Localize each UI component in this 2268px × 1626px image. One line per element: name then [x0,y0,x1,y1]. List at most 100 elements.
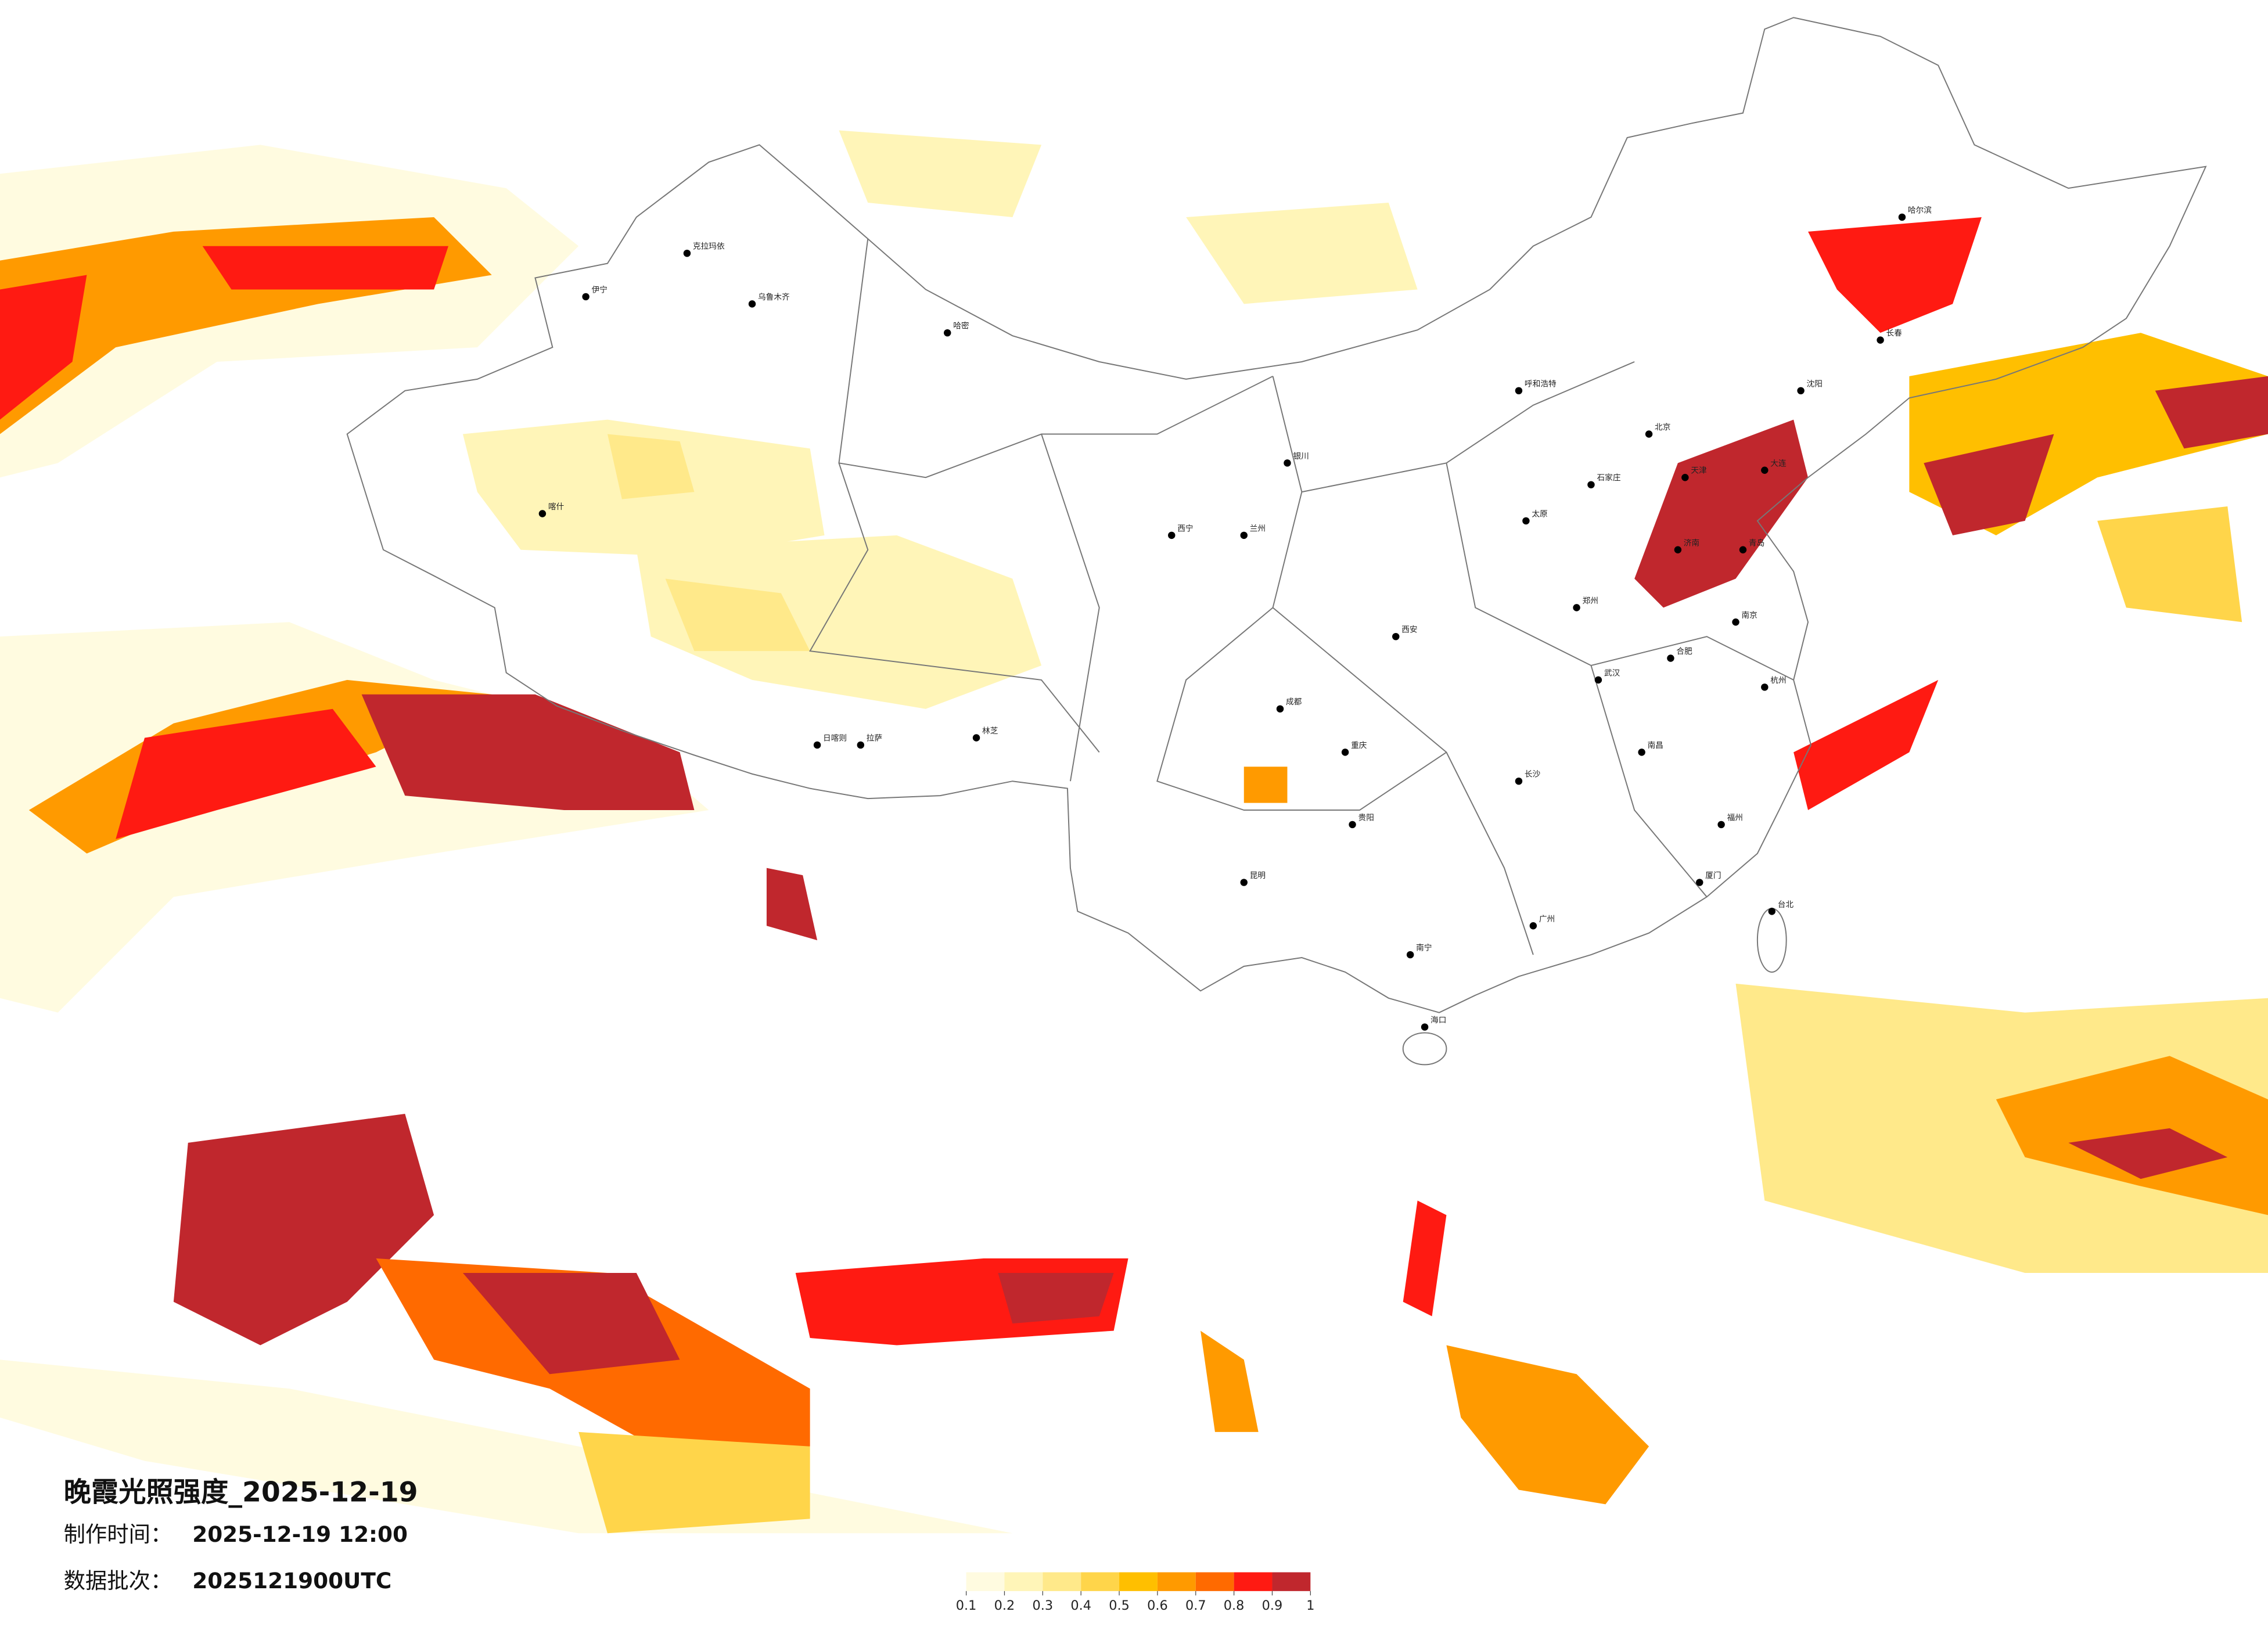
city-dot [1696,879,1703,886]
intensity-patch [839,130,1042,217]
hainan [1402,1032,1447,1066]
city-dot [1674,546,1682,553]
intensity-patch [636,535,1042,709]
city-label: 广州 [1539,915,1555,924]
legend-tick-label: 0.3 [1033,1598,1054,1613]
legend-tick-label: 1 [1306,1598,1314,1613]
city-dot [944,329,951,337]
city-dot [972,734,980,742]
intensity-patch [1186,203,1418,304]
city-dot [582,293,590,301]
city-dot [1515,777,1523,785]
legend-swatch [1234,1572,1273,1591]
city-dot [1341,749,1349,756]
info-label: 数据批次： [64,1568,172,1593]
city-label: 拉萨 [867,733,882,743]
intensity-patch [2068,1128,2228,1179]
city-dot [1898,213,1906,221]
legend-swatch [1004,1572,1043,1591]
intensity-patch [2155,376,2268,449]
city-label: 北京 [1655,423,1670,432]
city-label: 克拉玛依 [693,242,725,251]
intensity-patch [1808,217,1982,333]
intensity-patch [361,694,695,811]
city-label: 银川 [1293,452,1309,461]
city-dot [748,300,756,308]
city-dot [1573,604,1580,611]
city-label: 伊宁 [592,285,608,294]
city-label: 杭州 [1770,676,1786,685]
city-dot [1240,531,1248,539]
city-label: 厦门 [1705,871,1721,880]
china-outline [346,17,2207,1066]
city-label: 天津 [1691,466,1707,476]
legend-tick-label: 0.1 [956,1598,977,1613]
city-label: 林芝 [982,726,998,736]
intensity-patch [665,578,810,652]
legend-swatch [1195,1572,1234,1591]
intensity-patch [202,246,449,290]
intensity-patch [1924,434,2054,535]
city-dot [1276,705,1284,713]
taiwan [1756,908,1787,973]
city-dot [1529,922,1537,930]
intensity-patch [1403,1200,1447,1316]
legend-tick-label: 0.7 [1185,1598,1206,1613]
city-dot [1349,821,1356,829]
legend-tick-label: 0.6 [1147,1598,1168,1613]
city-label: 重庆 [1351,741,1367,750]
city-dot [1168,531,1176,539]
city-dot [1284,459,1291,467]
info-value: 2025121900UTC [192,1568,391,1593]
city-label: 乌鲁木齐 [758,293,790,302]
legend-swatch [1043,1572,1081,1591]
legend-tick-label: 0.5 [1109,1598,1130,1613]
city-label: 海口 [1430,1016,1446,1025]
legend-tick-label: 0.2 [994,1598,1015,1613]
city-label: 哈密 [953,321,969,331]
legend-swatch [966,1572,1005,1591]
city-label: 济南 [1684,538,1699,548]
intensity-patch [578,1431,810,1534]
legend-swatch [1081,1572,1120,1591]
city-label: 石家庄 [1597,473,1620,483]
city-label: 西安 [1401,625,1417,635]
city-dot [1240,879,1248,886]
city-dot [1681,473,1689,481]
city-label: 南京 [1741,611,1757,620]
city-dot [683,249,691,257]
intensity-patch [1243,767,1288,803]
city-dot [1877,336,1884,344]
city-label: 南宁 [1416,943,1432,953]
intensity-patch [1793,679,1939,811]
city-dot [1522,517,1530,525]
legend-swatch [1119,1572,1158,1591]
intensity-patch [1201,1330,1259,1432]
intensity-patch [998,1272,1114,1324]
city-dot [1406,951,1414,959]
intensity-patch [766,868,818,941]
city-dot [1638,749,1645,756]
city-label: 大连 [1770,459,1787,468]
city-label: 沈阳 [1807,379,1823,388]
intensity-patch [0,275,87,420]
city-label: 哈尔滨 [1908,206,1932,215]
legend: 0.1 0.2 0.3 0.4 0.5 0.6 0.7 0.8 0.9 1 [956,1572,1314,1613]
city-label: 福州 [1727,813,1743,822]
intensity-patch [116,708,376,839]
intensity-patch [1446,1345,1649,1505]
city-label: 青岛 [1749,538,1764,548]
city-dot [857,741,865,749]
city-label: 昆明 [1250,871,1266,880]
intensity-patch [173,1114,434,1346]
city-dot [1768,908,1776,915]
city-label: 喀什 [548,502,565,512]
city-dot [1761,466,1769,474]
city-dot [1717,821,1725,829]
city-label: 郑州 [1583,596,1598,606]
city-dot [1761,684,1769,691]
city-dot [1797,387,1805,395]
map-title: 晚霞光照强度_2025-12-19 [64,1476,418,1508]
